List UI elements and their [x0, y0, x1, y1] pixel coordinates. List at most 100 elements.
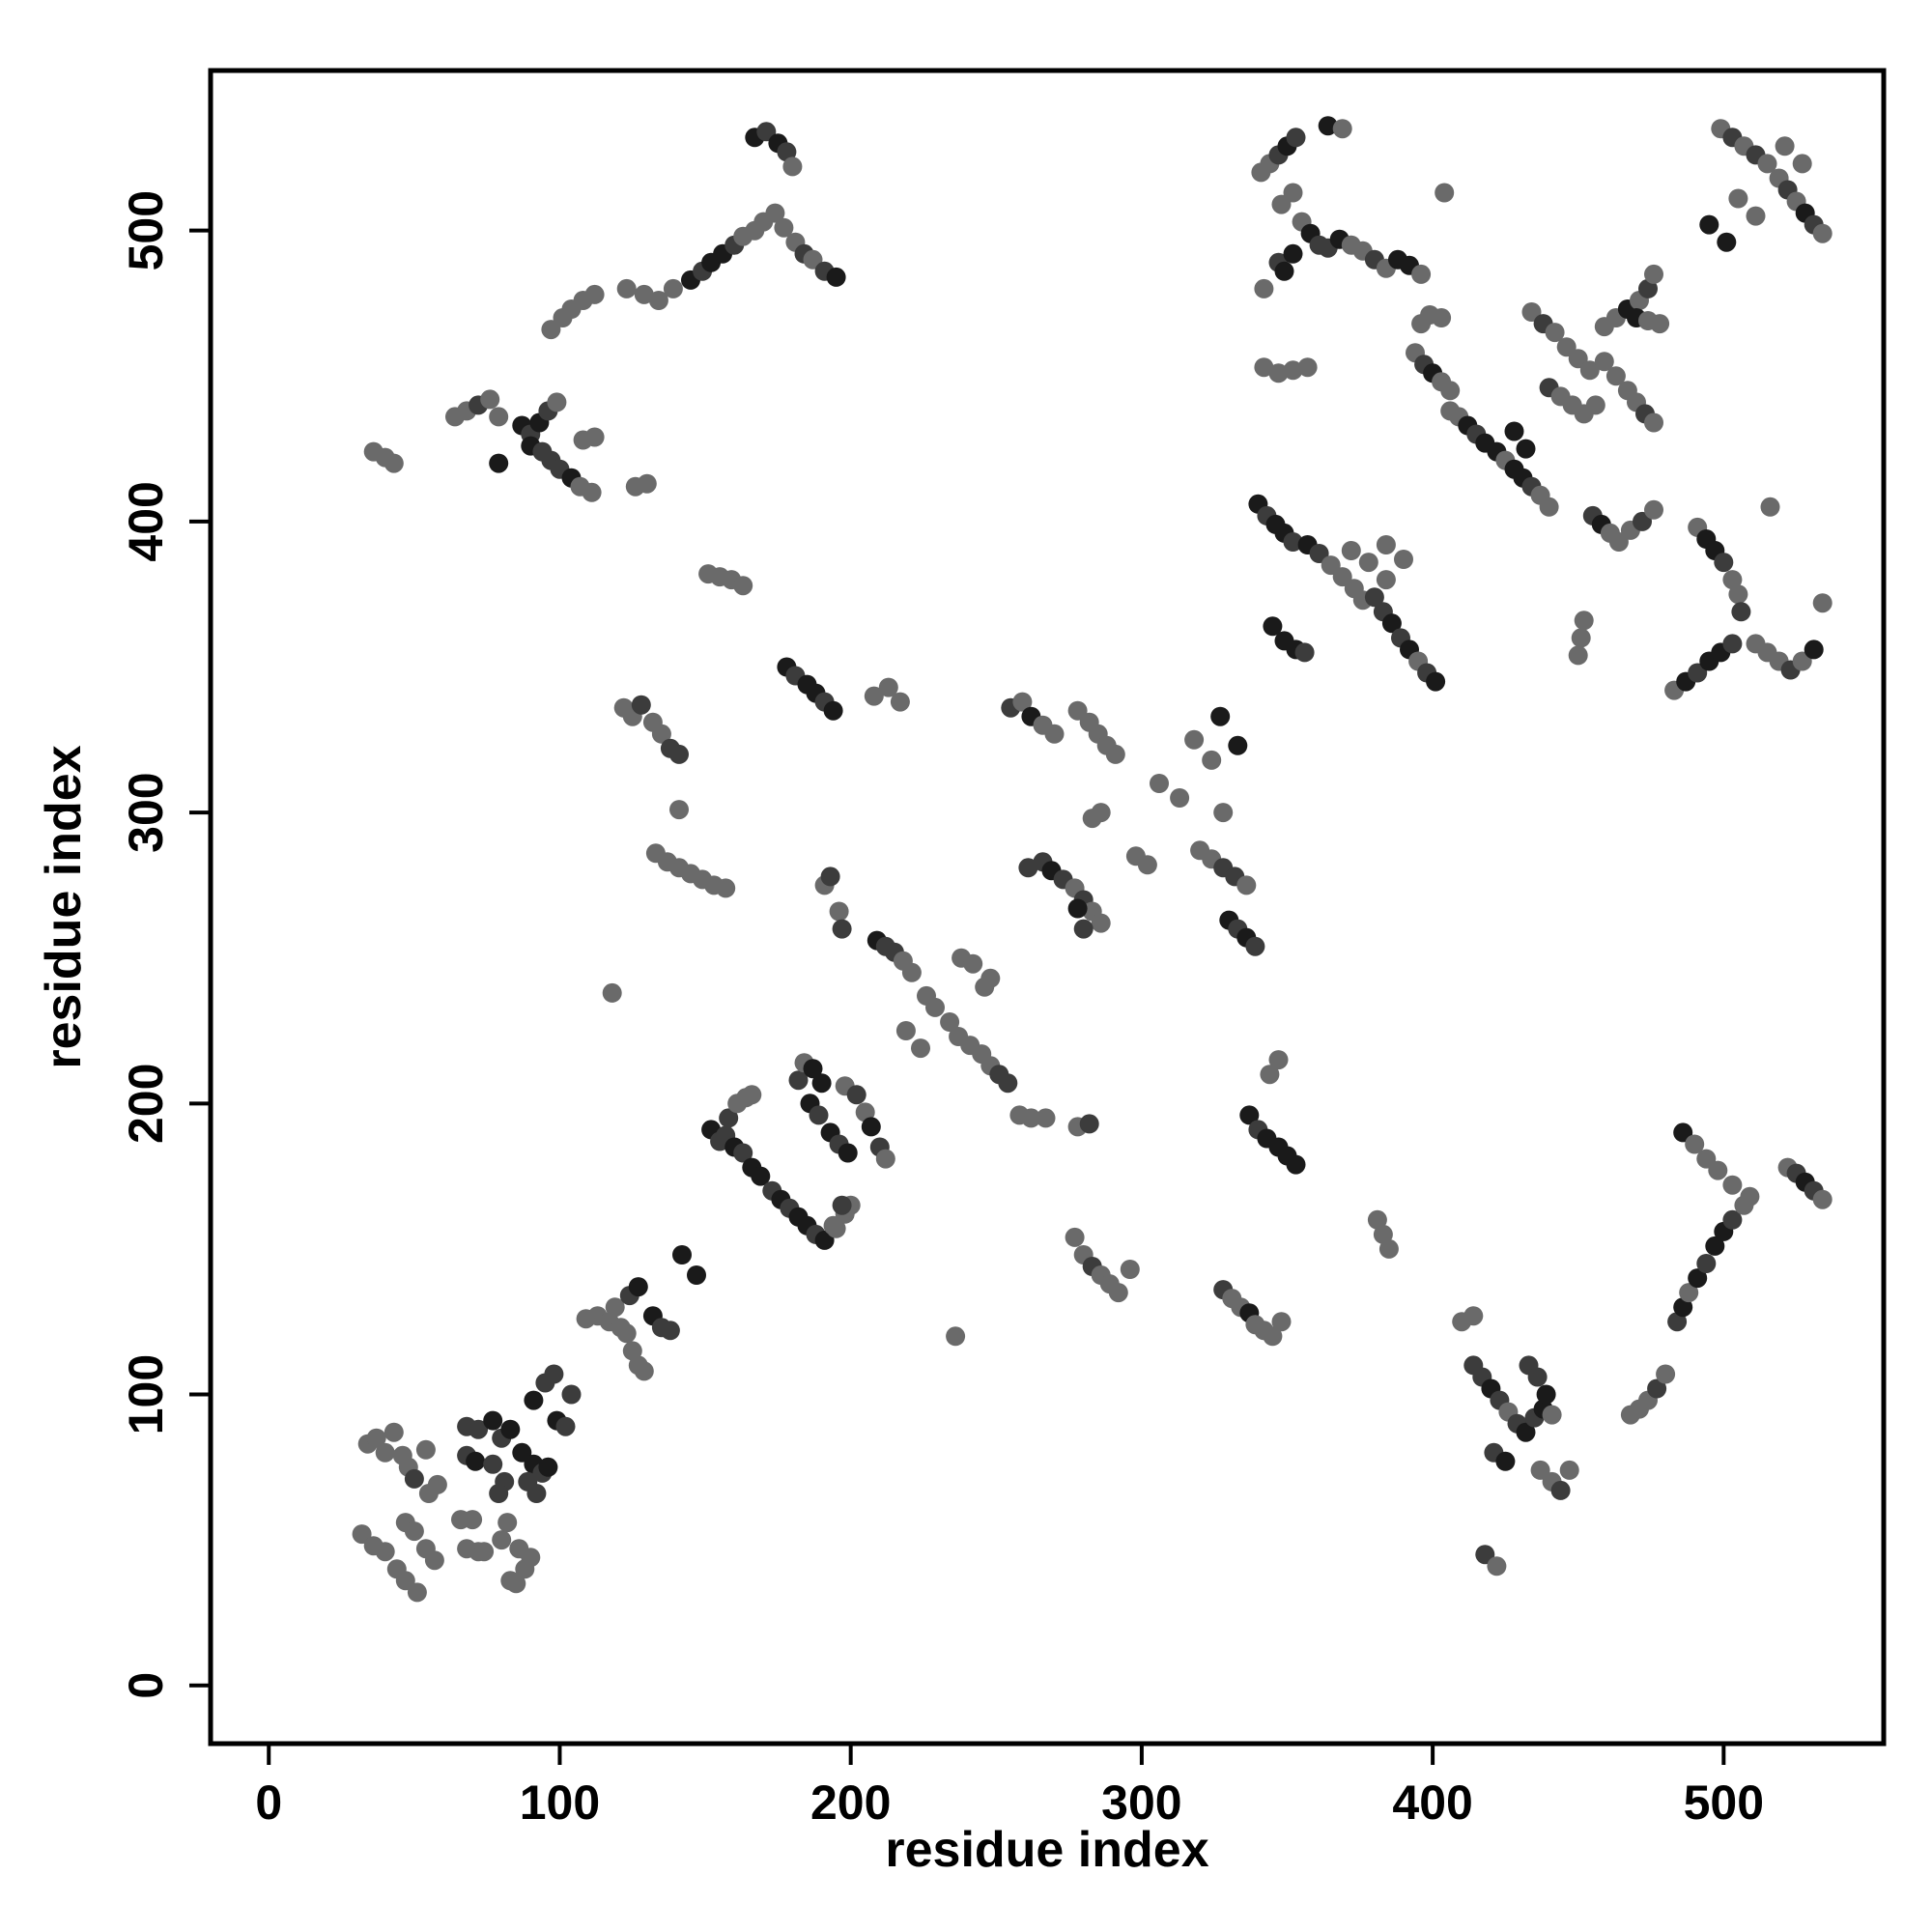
contact-point — [1714, 553, 1734, 573]
contact-point — [366, 1428, 386, 1448]
contact-point — [1731, 602, 1751, 622]
contact-point — [1286, 128, 1306, 148]
x-tick-label: 300 — [1101, 1776, 1181, 1830]
contact-point — [1213, 803, 1234, 823]
contact-point — [1644, 499, 1663, 520]
contact-point — [584, 427, 605, 447]
contact-point — [742, 1085, 762, 1105]
contact-point — [1812, 223, 1833, 243]
contact-point — [1210, 706, 1231, 726]
contact-point — [1283, 532, 1303, 552]
contact-point — [463, 1510, 483, 1530]
contact-point — [1559, 1460, 1579, 1480]
contact-point — [751, 1166, 771, 1186]
contact-point — [1332, 567, 1352, 587]
contact-point — [823, 700, 843, 721]
scatter-points — [352, 116, 1833, 1603]
contact-point — [1394, 550, 1413, 569]
contact-point — [497, 1513, 518, 1533]
contact-point — [466, 1451, 486, 1471]
x-axis-title: residue index — [885, 1822, 1208, 1878]
contact-point — [1696, 1254, 1717, 1273]
contact-point — [809, 1105, 829, 1125]
contact-point — [544, 1364, 564, 1384]
contact-point — [1571, 628, 1591, 648]
contact-point — [1705, 1236, 1725, 1256]
contact-point — [489, 1484, 509, 1503]
x-tick-label: 200 — [810, 1776, 891, 1830]
y-axis: 0 100 200 300 400 500 — [119, 190, 211, 1699]
contact-point — [838, 1143, 858, 1163]
contact-point — [733, 576, 753, 596]
contact-point — [774, 217, 794, 238]
contact-point — [1521, 302, 1542, 322]
contact-point — [526, 1484, 547, 1503]
contact-point — [895, 1021, 916, 1040]
x-tick-label: 500 — [1684, 1776, 1764, 1830]
contact-point — [1656, 1364, 1676, 1384]
contact-point — [1254, 278, 1274, 298]
y-tick-label: 100 — [119, 1354, 173, 1435]
contact-point — [1685, 1134, 1705, 1154]
contact-point — [1137, 855, 1157, 875]
contact-point — [901, 962, 922, 982]
y-tick-label: 500 — [119, 190, 173, 270]
contact-point — [469, 1419, 489, 1439]
contact-point — [878, 677, 898, 697]
contact-point — [1318, 116, 1338, 136]
contact-point — [427, 1474, 447, 1494]
contact-point — [811, 1073, 832, 1094]
contact-point — [582, 482, 602, 502]
contact-point — [1746, 206, 1766, 226]
contact-point — [1568, 349, 1588, 369]
contact-point — [1463, 1306, 1484, 1326]
contact-point — [1585, 395, 1605, 415]
contact-point — [1527, 1367, 1548, 1387]
contact-point — [1792, 154, 1812, 174]
contact-point — [1728, 188, 1748, 209]
contact-point — [384, 1422, 404, 1442]
contact-point — [1268, 363, 1289, 384]
contact-point — [829, 901, 849, 922]
contact-point — [1579, 360, 1600, 381]
contact-point — [1667, 1312, 1688, 1332]
contact-point — [864, 686, 884, 706]
contact-point — [820, 867, 840, 887]
contact-point — [651, 724, 671, 744]
x-tick-label: 400 — [1392, 1776, 1472, 1830]
contact-point — [846, 1085, 867, 1105]
y-axis-title: residue index — [36, 745, 92, 1068]
contact-point — [980, 968, 1001, 988]
contact-point — [1435, 183, 1455, 203]
contact-point — [1184, 729, 1205, 750]
contact-point — [1239, 1105, 1260, 1125]
contact-point — [541, 320, 561, 340]
contact-point — [875, 1149, 895, 1169]
contact-point — [890, 692, 910, 712]
contact-point — [404, 1468, 424, 1489]
contact-point — [1757, 154, 1777, 174]
contact-point — [803, 1059, 823, 1079]
contact-point — [492, 1530, 512, 1550]
contact-point — [911, 1038, 930, 1059]
contact-point — [1728, 584, 1748, 605]
contact-point — [1283, 183, 1303, 203]
contact-point — [1378, 1238, 1399, 1259]
contact-point — [1594, 352, 1614, 372]
contact-point — [384, 453, 404, 473]
contact-point — [1440, 381, 1461, 401]
contact-point — [602, 982, 622, 1003]
contact-point — [1202, 750, 1222, 770]
contact-point — [489, 407, 509, 427]
contact-point — [832, 1195, 852, 1215]
contact-point — [1740, 1186, 1760, 1207]
contact-point — [1644, 264, 1663, 284]
contact-point — [483, 1410, 503, 1431]
contact-point — [1297, 357, 1318, 378]
contact-point — [1539, 497, 1559, 517]
contact-point — [1263, 616, 1283, 637]
contact-point — [1638, 278, 1658, 298]
contact-point — [1271, 1312, 1292, 1332]
contact-point — [1775, 136, 1795, 156]
contact-point — [1550, 1480, 1571, 1500]
